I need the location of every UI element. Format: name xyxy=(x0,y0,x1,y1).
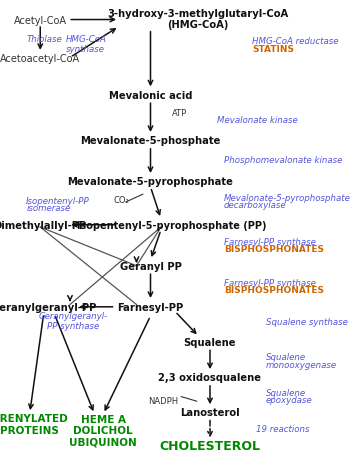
Text: STATINS: STATINS xyxy=(252,45,294,54)
Text: Lanosterol: Lanosterol xyxy=(180,407,240,417)
Text: Isopentenyl-PP: Isopentenyl-PP xyxy=(26,197,90,206)
Text: 2,3 oxidosqualene: 2,3 oxidosqualene xyxy=(159,373,261,383)
Text: Mevalonic acid: Mevalonic acid xyxy=(109,91,192,101)
Text: BISPHOSPHONATES: BISPHOSPHONATES xyxy=(224,286,324,295)
Text: Geranylgeranyl-PP: Geranylgeranyl-PP xyxy=(0,302,97,312)
Text: HMG-CoA
synthase: HMG-CoA synthase xyxy=(65,35,106,54)
Text: NADPH: NADPH xyxy=(148,396,178,405)
Text: Isopentenyl-5-pyrophosphate (PP): Isopentenyl-5-pyrophosphate (PP) xyxy=(77,220,266,230)
Text: 3-hydroxy-3-methylglutaryl-CoA
(HMG-CoA): 3-hydroxy-3-methylglutaryl-CoA (HMG-CoA) xyxy=(107,9,288,30)
Text: Squalene: Squalene xyxy=(266,388,306,397)
Text: Dimethylallyl-PP: Dimethylallyl-PP xyxy=(0,220,87,230)
Text: HMG-CoA reductase: HMG-CoA reductase xyxy=(252,36,338,46)
Text: CO₂: CO₂ xyxy=(113,196,129,205)
Text: CHOLESTEROL: CHOLESTEROL xyxy=(160,440,260,452)
Text: Geranylgeranyl-
PP synthase: Geranylgeranyl- PP synthase xyxy=(39,311,108,330)
Text: PRENYLATED
PROTEINS: PRENYLATED PROTEINS xyxy=(0,414,68,435)
Text: decarboxylase: decarboxylase xyxy=(224,201,287,210)
Text: isomerase: isomerase xyxy=(26,204,70,213)
Text: Mevalonate kinase: Mevalonate kinase xyxy=(217,116,298,125)
Text: Farnesyl-PP: Farnesyl-PP xyxy=(117,302,184,312)
Text: epoxydase: epoxydase xyxy=(266,395,313,404)
Text: Farnesyl-PP synthase: Farnesyl-PP synthase xyxy=(224,238,316,247)
Text: HEME A
DOLICHOL
UBIQUINON: HEME A DOLICHOL UBIQUINON xyxy=(69,414,137,446)
Text: Mevalonate-5-pyrophosphate: Mevalonate-5-pyrophosphate xyxy=(224,193,350,202)
Text: Thiolase: Thiolase xyxy=(26,35,62,44)
Text: ATP: ATP xyxy=(172,108,187,117)
Text: Mevalonate-5-pyrophosphate: Mevalonate-5-pyrophosphate xyxy=(68,177,233,187)
Text: Squalene: Squalene xyxy=(184,337,236,347)
Text: 19 reactions: 19 reactions xyxy=(256,424,309,433)
Text: Squalene synthase: Squalene synthase xyxy=(266,318,348,327)
Text: Mevalonate-5-phosphate: Mevalonate-5-phosphate xyxy=(80,136,221,146)
Text: Geranyl PP: Geranyl PP xyxy=(120,261,181,271)
Text: monooxygenase: monooxygenase xyxy=(266,360,337,369)
Text: Squalene: Squalene xyxy=(266,353,306,362)
Text: Acetyl-CoA: Acetyl-CoA xyxy=(14,15,67,25)
Text: Farnesyl-PP synthase: Farnesyl-PP synthase xyxy=(224,278,316,288)
Text: Phosphomevalonate kinase: Phosphomevalonate kinase xyxy=(224,156,342,165)
Text: BISPHOSPHONATES: BISPHOSPHONATES xyxy=(224,245,324,254)
Text: Acetoacetyl-CoA: Acetoacetyl-CoA xyxy=(0,54,80,64)
